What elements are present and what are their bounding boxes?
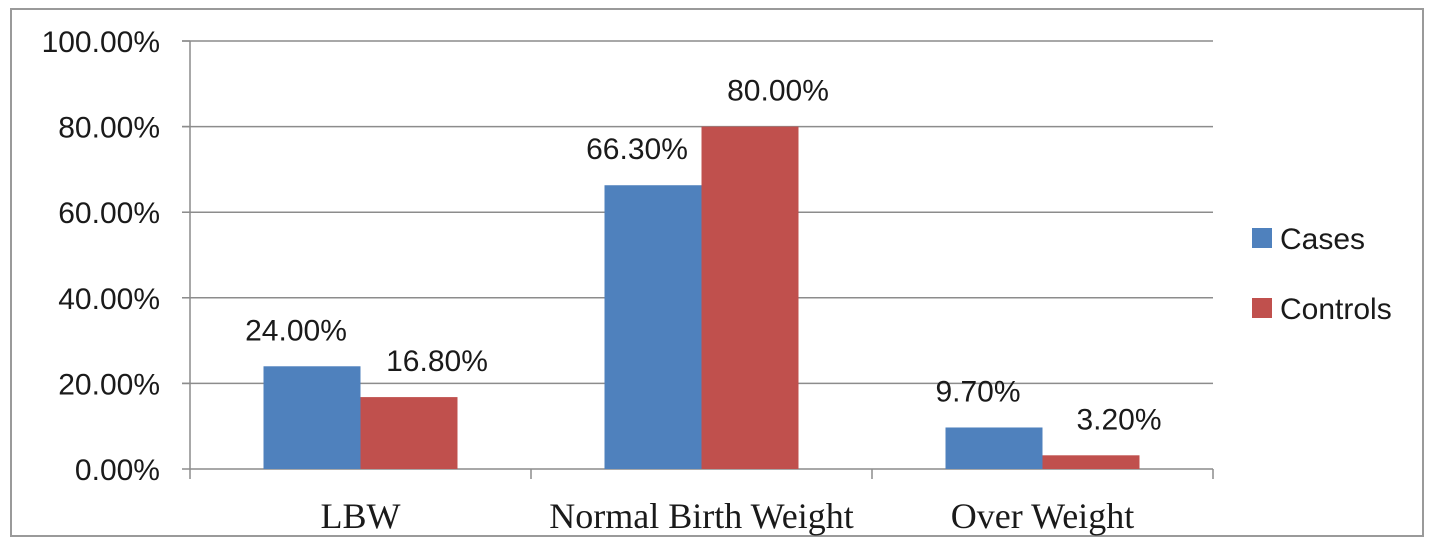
data-label: 24.00%: [245, 314, 347, 347]
y-tick-label: 20.00%: [58, 368, 160, 401]
y-tick-label: 0.00%: [75, 454, 160, 487]
y-axis-ticks: 0.00% 20.00% 40.00% 60.00% 80.00% 100.00%: [42, 26, 160, 487]
legend-swatch-controls: [1252, 298, 1272, 318]
bar-controls: [1042, 455, 1140, 469]
data-label: 3.20%: [1076, 403, 1161, 436]
legend: Cases Controls: [1252, 223, 1392, 326]
bar-controls: [701, 126, 799, 469]
data-label: 9.70%: [935, 375, 1020, 408]
bar-cases: [945, 427, 1043, 469]
y-tick-label: 80.00%: [58, 112, 160, 145]
y-tick-label: 40.00%: [58, 283, 160, 316]
x-tick-label: LBW: [321, 496, 401, 536]
x-axis-ticks: LBW Normal Birth Weight Over Weight: [321, 496, 1135, 536]
y-tick-label: 100.00%: [42, 26, 160, 59]
data-label: 66.30%: [586, 133, 688, 166]
x-tick-label: Over Weight: [951, 496, 1134, 536]
legend-swatch-cases: [1252, 228, 1272, 248]
bar-cases: [604, 185, 702, 469]
data-label: 80.00%: [727, 75, 829, 108]
legend-label-cases: Cases: [1280, 223, 1365, 256]
data-labels: 24.00% 16.80% 66.30% 80.00% 9.70% 3.20%: [245, 75, 1161, 437]
bar-cases: [263, 366, 361, 469]
legend-label-controls: Controls: [1280, 293, 1392, 326]
x-tick-label: Normal Birth Weight: [549, 496, 853, 536]
bar-controls: [360, 397, 458, 469]
y-tick-label: 60.00%: [58, 197, 160, 230]
data-label: 16.80%: [386, 345, 488, 378]
bars: [263, 126, 1140, 469]
